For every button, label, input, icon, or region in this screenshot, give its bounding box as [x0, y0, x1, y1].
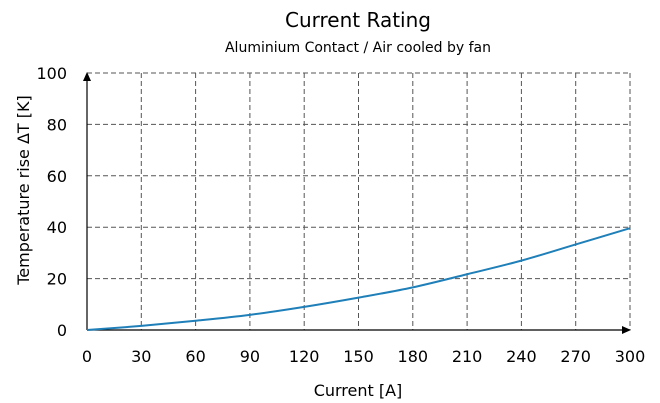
x-tick-label: 240	[506, 347, 537, 366]
y-tick-label: 20	[47, 270, 67, 289]
axes	[83, 72, 631, 334]
x-tick-label: 300	[615, 347, 646, 366]
y-tick-label: 100	[36, 64, 67, 83]
y-axis-label: Temperature rise ΔT [K]	[14, 95, 33, 286]
x-axis-arrow	[622, 326, 631, 334]
x-tick-label: 150	[343, 347, 374, 366]
x-tick-label: 180	[398, 347, 429, 366]
x-tick-label: 120	[289, 347, 320, 366]
chart-subtitle: Aluminium Contact / Air cooled by fan	[225, 40, 491, 56]
x-tick-label: 270	[560, 347, 591, 366]
y-tick-label: 40	[47, 218, 67, 237]
grid	[87, 73, 630, 330]
x-tick-label: 30	[131, 347, 151, 366]
x-tick-label: 0	[82, 347, 92, 366]
y-tick-label: 0	[57, 321, 67, 340]
chart-title: Current Rating	[285, 8, 431, 32]
y-tick-label: 80	[47, 115, 67, 134]
y-tick-label: 60	[47, 167, 67, 186]
x-axis-label: Current [A]	[314, 381, 403, 400]
x-tick-label: 210	[452, 347, 483, 366]
x-tick-label: 60	[185, 347, 205, 366]
tick-labels: 0 30 60 90 120 150 180 210 240 270 300 0 20 40 60 80 100	[36, 64, 645, 366]
x-tick-label: 90	[240, 347, 260, 366]
